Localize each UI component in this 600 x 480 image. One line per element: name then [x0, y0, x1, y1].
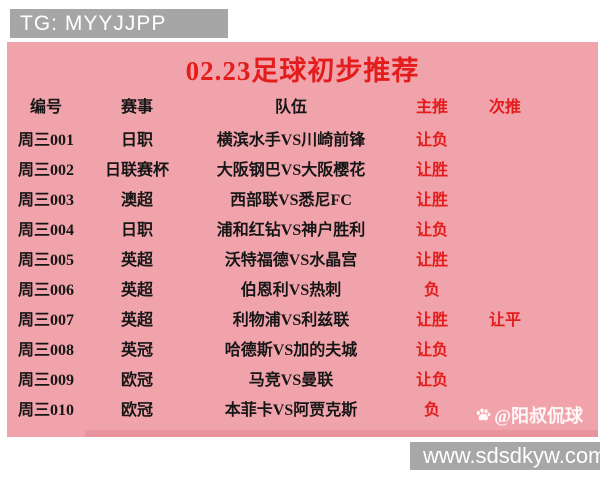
- secondary-pick: [471, 156, 539, 186]
- secondary-pick: [471, 276, 539, 306]
- match-number: 周三008: [17, 342, 74, 359]
- secondary-pick: 让平: [488, 312, 521, 329]
- match-number: 周三004: [17, 222, 74, 239]
- main-pick: 让胜: [415, 192, 448, 209]
- match-league: 欧冠: [120, 402, 153, 419]
- main-pick: 让负: [415, 372, 448, 389]
- table-row: 周三002 日联赛杯 大阪钢巴VS大阪樱花 让胜: [7, 156, 598, 186]
- secondary-pick: [471, 246, 539, 276]
- page-title: 02.23足球初步推荐: [185, 56, 420, 86]
- row-spacer: [539, 156, 598, 186]
- main-pick: 负: [423, 282, 440, 299]
- table-row: 周三010 欧冠 本菲卡VS阿贾克斯 负: [7, 396, 598, 426]
- match-teams: 西部联VS悉尼FC: [230, 192, 352, 209]
- column-header-main-pick: 主推: [415, 99, 448, 116]
- table-header-row: 编号 赛事 队伍 主推 次推: [7, 94, 598, 122]
- match-league: 英超: [120, 282, 153, 299]
- match-teams: 哈德斯VS加的夫城: [224, 342, 358, 359]
- match-number: 周三002: [17, 162, 74, 179]
- column-header-teams: 队伍: [274, 99, 307, 116]
- column-header-spacer: [539, 94, 598, 122]
- match-teams: 本菲卡VS阿贾克斯: [224, 402, 358, 419]
- row-spacer: [539, 366, 598, 396]
- match-teams: 横滨水手VS川崎前锋: [216, 132, 366, 149]
- row-spacer: [539, 276, 598, 306]
- secondary-pick: [471, 366, 539, 396]
- main-pick: 让胜: [415, 312, 448, 329]
- main-pick: 让胜: [415, 252, 448, 269]
- table-row: 周三007 英超 利物浦VS利兹联 让胜 让平: [7, 306, 598, 336]
- secondary-pick: [471, 216, 539, 246]
- match-league: 日职: [120, 132, 153, 149]
- column-header-league: 赛事: [120, 99, 153, 116]
- match-teams: 利物浦VS利兹联: [232, 312, 350, 329]
- telegram-handle-badge: TG: MYYJJPP: [10, 9, 228, 38]
- secondary-pick: [471, 336, 539, 366]
- watermark-handle: @阳叔侃球: [494, 406, 583, 426]
- paw-icon: [475, 407, 491, 423]
- match-league: 英超: [120, 312, 153, 329]
- match-teams: 沃特福德VS水晶宫: [224, 252, 358, 269]
- match-number: 周三006: [17, 282, 74, 299]
- match-number: 周三010: [17, 402, 74, 419]
- author-watermark: @阳叔侃球: [475, 403, 583, 427]
- table-row: 周三005 英超 沃特福德VS水晶宫 让胜: [7, 246, 598, 276]
- match-league: 澳超: [120, 192, 153, 209]
- match-teams: 浦和红钻VS神户胜利: [216, 222, 366, 239]
- match-league: 日职: [120, 222, 153, 239]
- match-teams: 大阪钢巴VS大阪樱花: [216, 162, 366, 179]
- match-number: 周三005: [17, 252, 74, 269]
- match-teams: 马竞VS曼联: [248, 372, 334, 389]
- match-league: 欧冠: [120, 372, 153, 389]
- match-number: 周三001: [17, 132, 74, 149]
- row-spacer: [539, 246, 598, 276]
- table-row: 周三003 澳超 西部联VS悉尼FC 让胜: [7, 186, 598, 216]
- tips-card: 02.23足球初步推荐 编号 赛事 队伍 主推 次推 周三001 日职 横滨水手…: [7, 42, 598, 437]
- main-pick: 让负: [415, 342, 448, 359]
- column-header-secondary-pick: 次推: [488, 99, 521, 116]
- row-spacer: [539, 186, 598, 216]
- table-row: 周三001 日职 横滨水手VS川崎前锋 让负: [7, 126, 598, 156]
- main-pick: 让负: [415, 222, 448, 239]
- table-row: 周三008 英冠 哈德斯VS加的夫城 让负: [7, 336, 598, 366]
- row-spacer: [539, 306, 598, 336]
- column-header-number: 编号: [29, 99, 62, 116]
- main-pick: 负: [423, 402, 440, 419]
- table-row: 周三006 英超 伯恩利VS热刺 负: [7, 276, 598, 306]
- match-number: 周三009: [17, 372, 74, 389]
- row-spacer: [539, 216, 598, 246]
- match-league: 英超: [120, 252, 153, 269]
- match-teams: 伯恩利VS热刺: [240, 282, 342, 299]
- main-pick: 让负: [415, 132, 448, 149]
- match-league: 日联赛杯: [104, 162, 169, 179]
- main-pick: 让胜: [415, 162, 448, 179]
- table-row: 周三004 日职 浦和红钻VS神户胜利 让负: [7, 216, 598, 246]
- website-url-bar: www.sdsdkyw.com: [410, 442, 600, 470]
- secondary-pick: [471, 186, 539, 216]
- table-row: 周三009 欧冠 马竞VS曼联 让负: [7, 366, 598, 396]
- row-spacer: [539, 336, 598, 366]
- card-bottom-shade: [85, 430, 598, 437]
- secondary-pick: [471, 126, 539, 156]
- match-league: 英冠: [120, 342, 153, 359]
- row-spacer: [539, 126, 598, 156]
- match-number: 周三007: [17, 312, 74, 329]
- match-number: 周三003: [17, 192, 74, 209]
